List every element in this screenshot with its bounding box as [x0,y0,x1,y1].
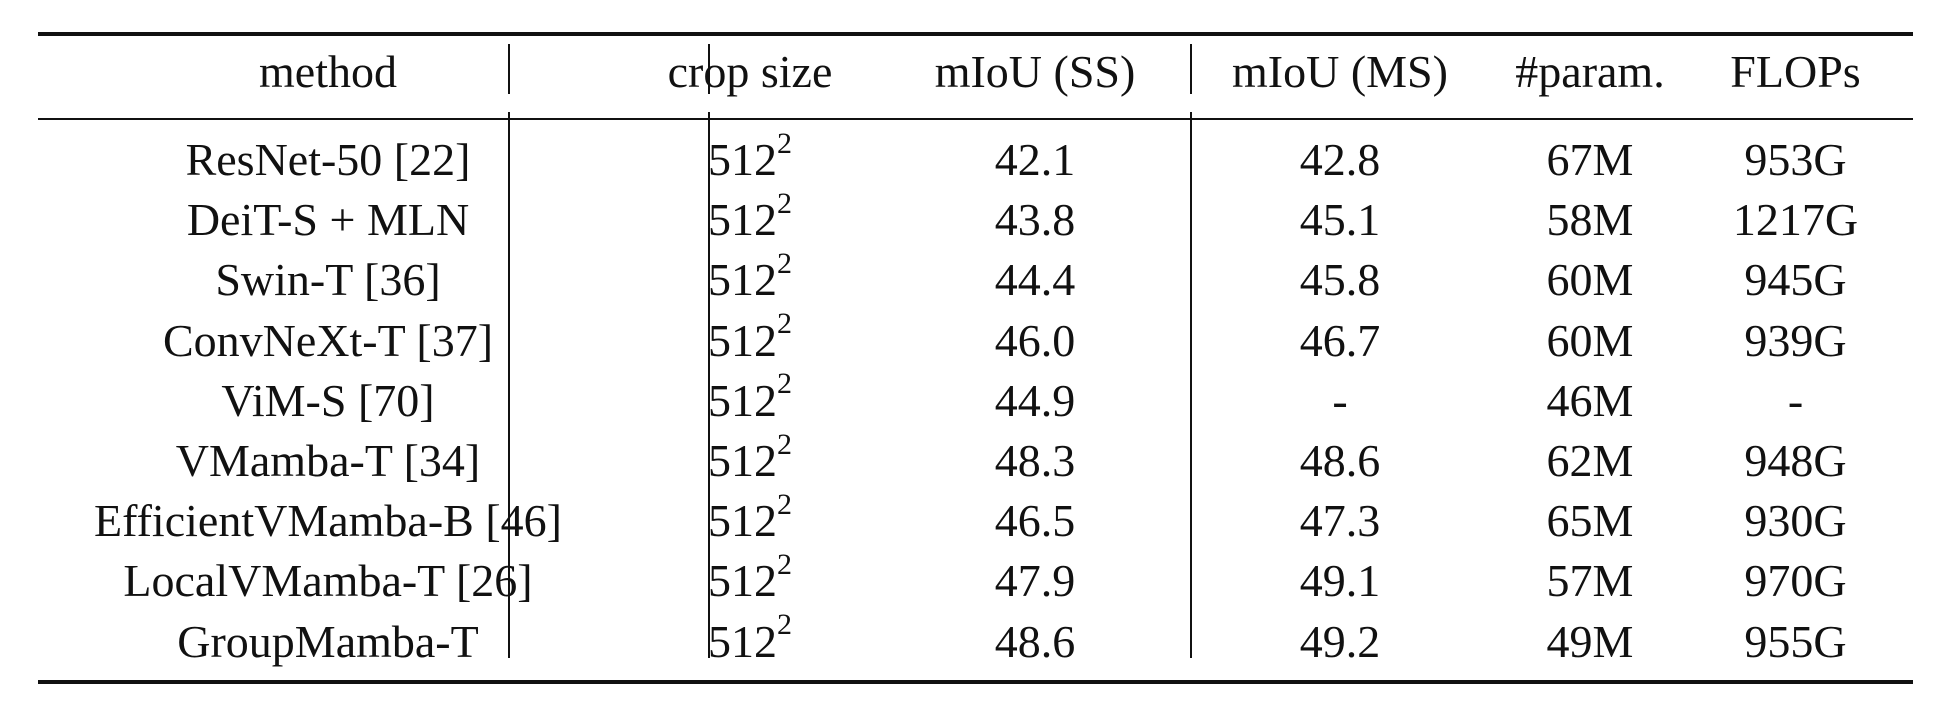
cell-params: 46M [1546,374,1634,426]
cell-miou-ms: 45.8 [1299,254,1381,306]
cell-flops: 948G [1744,435,1847,486]
cell-method: LocalVMamba-T [26] [123,555,533,607]
crop-size-exponent: 2 [777,247,792,281]
crop-size-base: 512 [708,194,777,246]
crop-size-base: 512 [708,615,777,667]
cell-params: 49M [1546,615,1634,667]
cell-miou-ss: 44.9 [994,374,1076,426]
cell-miou-ms: 45.1 [1299,194,1381,246]
cell-params: 60M [1546,254,1634,306]
header-rule [38,118,1913,120]
cell-method: VMamba-T [34] [175,435,481,486]
cell-flops: 945G [1744,254,1847,306]
cell-flops: 1217G [1732,194,1859,246]
cell-miou-ms: 47.3 [1299,495,1381,547]
separator-miou-header [1190,44,1192,94]
crop-size-base: 512 [708,254,777,306]
cell-crop-size: 5122 [620,487,880,551]
cell-flops: 953G [1744,134,1847,185]
cell-flops: 955G [1744,615,1847,667]
cell-flops: 939G [1744,314,1847,366]
header-miou-ms: mIoU (MS) [1232,46,1448,97]
header-miou-ss: mIoU (SS) [934,46,1136,97]
cell-crop-size: 5122 [620,126,880,190]
cell-miou-ss: 47.9 [994,555,1076,607]
cell-miou-ms: 49.2 [1299,615,1381,667]
cell-crop-size: 5122 [620,548,880,611]
crop-size-exponent: 2 [777,126,792,160]
crop-size-base: 512 [708,134,777,185]
separator-crop-header [708,44,710,94]
cell-params: 60M [1546,314,1634,366]
crop-size-base: 512 [708,374,777,426]
crop-size-exponent: 2 [777,548,792,582]
crop-size-exponent: 2 [777,186,792,220]
cell-miou-ms: 46.7 [1299,314,1381,366]
cell-crop-size: 5122 [620,186,880,250]
cell-miou-ss: 42.1 [994,134,1076,185]
cell-params: 62M [1546,435,1634,486]
crop-size-exponent: 2 [777,307,792,341]
crop-size-base: 512 [708,495,777,547]
cell-crop-size: 5122 [620,369,880,431]
cell-method: ConvNeXt-T [37] [162,314,494,366]
header-params: #param. [1515,46,1665,97]
cell-miou-ss: 43.8 [994,194,1076,246]
cell-flops: - [1787,374,1804,426]
cell-method: Swin-T [36] [215,254,441,306]
separator-miou-body [1190,112,1192,658]
cell-miou-ss: 48.3 [994,435,1076,486]
top-rule [38,32,1913,36]
cell-params: 58M [1546,194,1634,246]
separator-crop-body [708,112,710,658]
cell-miou-ms: 49.1 [1299,555,1381,607]
cell-crop-size: 5122 [620,610,880,672]
cell-miou-ms: - [1332,374,1348,426]
header-method: method [259,46,397,97]
cell-crop-size: 5122 [620,247,880,310]
cell-params: 65M [1546,495,1634,547]
crop-size-base: 512 [708,435,777,486]
header-crop-size: crop size [667,46,833,97]
crop-size-base: 512 [708,555,777,607]
crop-size-exponent: 2 [777,427,792,461]
cell-crop-size: 5122 [620,309,880,371]
bottom-rule [38,680,1913,684]
cell-method: ResNet-50 [22] [185,134,471,185]
cell-method: GroupMamba-T [177,615,479,667]
cell-params: 57M [1546,555,1634,607]
cell-params: 67M [1546,134,1634,185]
cell-method: EfficientVMamba-B [46] [94,495,562,547]
cell-miou-ms: 42.8 [1299,134,1381,185]
crop-size-exponent: 2 [777,608,792,642]
cell-method: DeiT-S + MLN [186,194,470,246]
cell-miou-ss: 46.0 [994,314,1076,366]
cell-miou-ss: 46.5 [994,495,1076,547]
cell-method: ViM-S [70] [221,374,435,426]
separator-method-header [508,44,510,94]
cell-flops: 930G [1744,495,1847,547]
cell-miou-ss: 48.6 [994,615,1076,667]
cell-miou-ss: 44.4 [994,254,1076,306]
cell-crop-size: 5122 [620,427,880,491]
cell-miou-ms: 48.6 [1299,435,1381,486]
cell-flops: 970G [1744,555,1847,607]
crop-size-exponent: 2 [777,487,792,521]
crop-size-base: 512 [708,314,777,366]
header-flops: FLOPs [1730,46,1861,97]
crop-size-exponent: 2 [777,367,792,401]
separator-method-body [508,112,510,658]
